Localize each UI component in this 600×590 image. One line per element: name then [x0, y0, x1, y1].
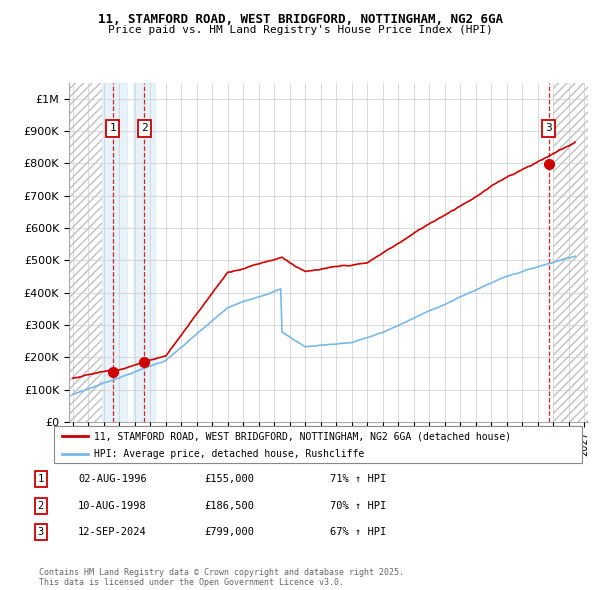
Text: HPI: Average price, detached house, Rushcliffe: HPI: Average price, detached house, Rush… — [94, 449, 364, 459]
Text: 1: 1 — [38, 474, 44, 484]
Text: Price paid vs. HM Land Registry's House Price Index (HPI): Price paid vs. HM Land Registry's House … — [107, 25, 493, 35]
Text: 70% ↑ HPI: 70% ↑ HPI — [330, 501, 386, 510]
Text: 2: 2 — [141, 123, 148, 133]
Text: £799,000: £799,000 — [204, 527, 254, 537]
Text: £155,000: £155,000 — [204, 474, 254, 484]
Text: 67% ↑ HPI: 67% ↑ HPI — [330, 527, 386, 537]
Text: 11, STAMFORD ROAD, WEST BRIDGFORD, NOTTINGHAM, NG2 6GA: 11, STAMFORD ROAD, WEST BRIDGFORD, NOTTI… — [97, 13, 503, 26]
Bar — [103, 83, 127, 422]
Text: 1: 1 — [110, 123, 116, 133]
Text: 71% ↑ HPI: 71% ↑ HPI — [330, 474, 386, 484]
Text: 12-SEP-2024: 12-SEP-2024 — [78, 527, 147, 537]
Text: Contains HM Land Registry data © Crown copyright and database right 2025.
This d: Contains HM Land Registry data © Crown c… — [39, 568, 404, 587]
Text: 3: 3 — [38, 527, 44, 537]
Bar — [69, 83, 103, 422]
Text: 02-AUG-1996: 02-AUG-1996 — [78, 474, 147, 484]
Bar — [553, 83, 588, 422]
Text: £186,500: £186,500 — [204, 501, 254, 510]
Bar — [133, 83, 155, 422]
Bar — [69, 83, 103, 422]
Text: 2: 2 — [38, 501, 44, 510]
Text: 3: 3 — [545, 123, 552, 133]
Bar — [553, 83, 588, 422]
Text: 10-AUG-1998: 10-AUG-1998 — [78, 501, 147, 510]
Text: 11, STAMFORD ROAD, WEST BRIDGFORD, NOTTINGHAM, NG2 6GA (detached house): 11, STAMFORD ROAD, WEST BRIDGFORD, NOTTI… — [94, 431, 511, 441]
